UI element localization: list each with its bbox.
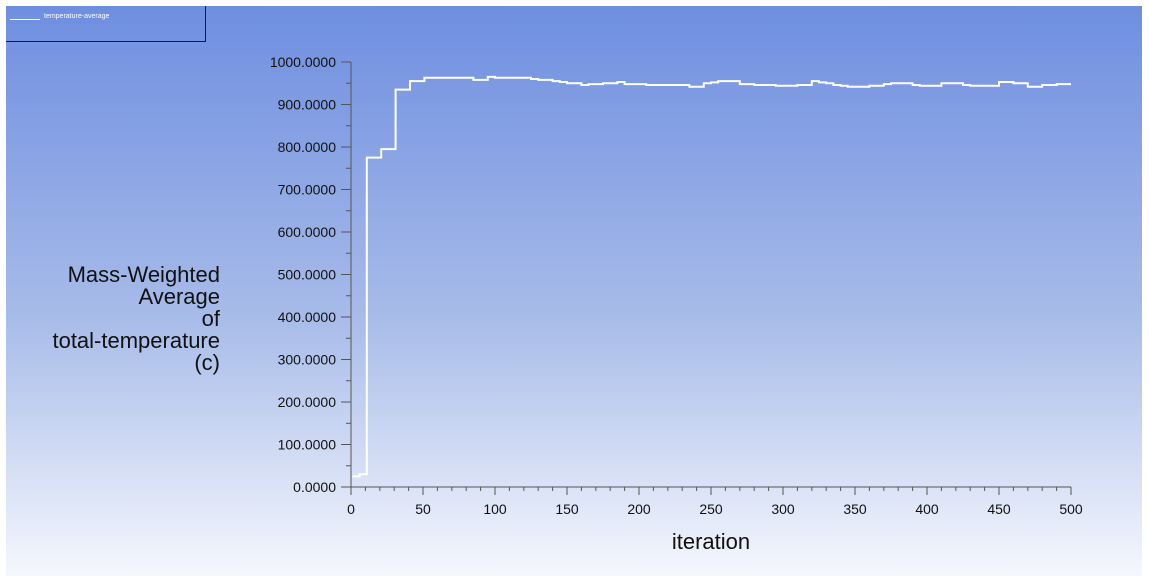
y-tick-label: 0.0000 (293, 479, 336, 495)
y-axis-title-line: total-temperature (52, 328, 220, 353)
x-tick-label: 500 (1059, 501, 1083, 517)
legend-label: temperature-average (44, 13, 110, 20)
y-axis-title-line: Mass-Weighted (67, 262, 220, 287)
y-tick-label: 700.0000 (278, 182, 337, 198)
x-tick-label: 250 (699, 501, 723, 517)
plot-window: temperature-average Mass-Weighted Averag… (6, 6, 1142, 576)
x-tick-label: 100 (483, 501, 507, 517)
legend-line-swatch (10, 19, 40, 20)
y-tick-label: 600.0000 (278, 224, 337, 240)
y-tick-label: 200.0000 (278, 394, 337, 410)
x-tick-label: 50 (415, 501, 431, 517)
y-tick-label: 100.0000 (278, 437, 337, 453)
y-tick-label: 400.0000 (278, 309, 337, 325)
x-tick-label: 200 (627, 501, 651, 517)
x-tick-label: 400 (915, 501, 939, 517)
x-tick-label: 450 (987, 501, 1011, 517)
x-tick-label: 300 (771, 501, 795, 517)
x-axis-title: iteration (672, 529, 750, 554)
y-tick-label: 500.0000 (278, 267, 337, 283)
chart-area: 0.0000 100.0000 200.0000 300.0000 400.0000 50… (270, 54, 1083, 554)
y-axis-title-line: Average (138, 284, 220, 309)
x-tick-label: 350 (843, 501, 867, 517)
y-tick-label: 800.0000 (278, 139, 337, 155)
y-axis-title-line: (c) (194, 350, 220, 375)
y-tick-label: 900.0000 (278, 97, 337, 113)
y-tick-label: 1000.0000 (270, 54, 336, 70)
x-tick-label: 150 (555, 501, 579, 517)
y-tick-label: 300.0000 (278, 352, 337, 368)
y-axis-title: Mass-Weighted Average of total-temperatu… (6, 264, 220, 374)
legend: temperature-average (6, 6, 206, 42)
series-line-temperature-average (352, 75, 1071, 478)
x-tick-label: 0 (347, 501, 355, 517)
y-axis-title-line: of (201, 306, 220, 331)
